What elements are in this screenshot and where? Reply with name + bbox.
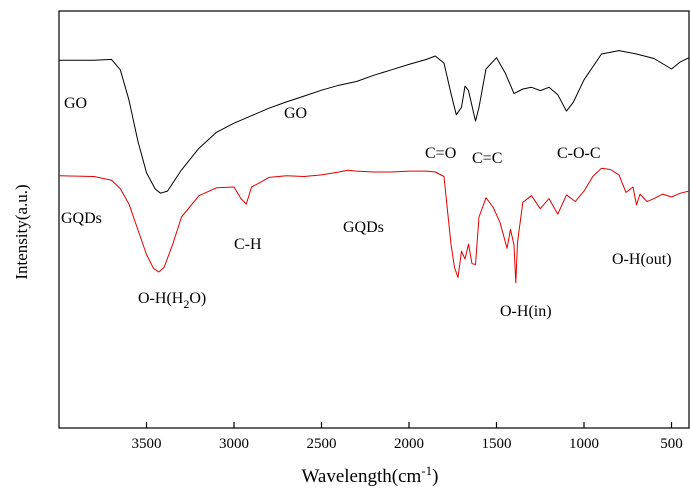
x-axis-label: Wavelength(cm-1) <box>302 463 439 487</box>
annotation-c-o-c: C-O-C <box>557 145 601 162</box>
y-axis-label: Intensity(a.u.) <box>12 184 31 279</box>
annotation-layer: GO GO C=O C=C C-O-C GQDs GQDs C-H O-H(H2… <box>61 95 672 320</box>
x-tick-label-3000: 3000 <box>219 436 249 452</box>
x-tick-label-500: 500 <box>660 436 683 452</box>
series-layer <box>58 50 690 284</box>
series-line-gqds <box>58 167 690 284</box>
x-tick-label-3500: 3500 <box>132 436 162 452</box>
annotation-o-h-h2o: O-H(H2O) <box>138 290 206 311</box>
annotation-gqds-left: GQDs <box>61 210 102 227</box>
series-line-go <box>59 50 690 194</box>
annotation-gqds-mid: GQDs <box>343 219 384 236</box>
annotation-o-h-out: O-H(out) <box>612 251 672 268</box>
x-tick-label-2500: 2500 <box>307 436 337 452</box>
annotation-o-h-in: O-H(in) <box>500 303 552 320</box>
plot-frame <box>58 10 690 429</box>
x-tick-label-2000: 2000 <box>394 436 424 452</box>
x-axis-ticks: 3500 3000 2500 2000 1500 1000 500 <box>132 422 683 452</box>
annotation-c-h: C-H <box>234 236 262 253</box>
x-tick-label-1000: 1000 <box>569 436 599 452</box>
annotation-go-left: GO <box>64 95 87 112</box>
annotation-c-c: C=C <box>472 150 502 167</box>
x-tick-label-1500: 1500 <box>482 436 512 452</box>
annotation-go-mid: GO <box>284 105 307 122</box>
annotation-c-o: C=O <box>425 145 456 162</box>
